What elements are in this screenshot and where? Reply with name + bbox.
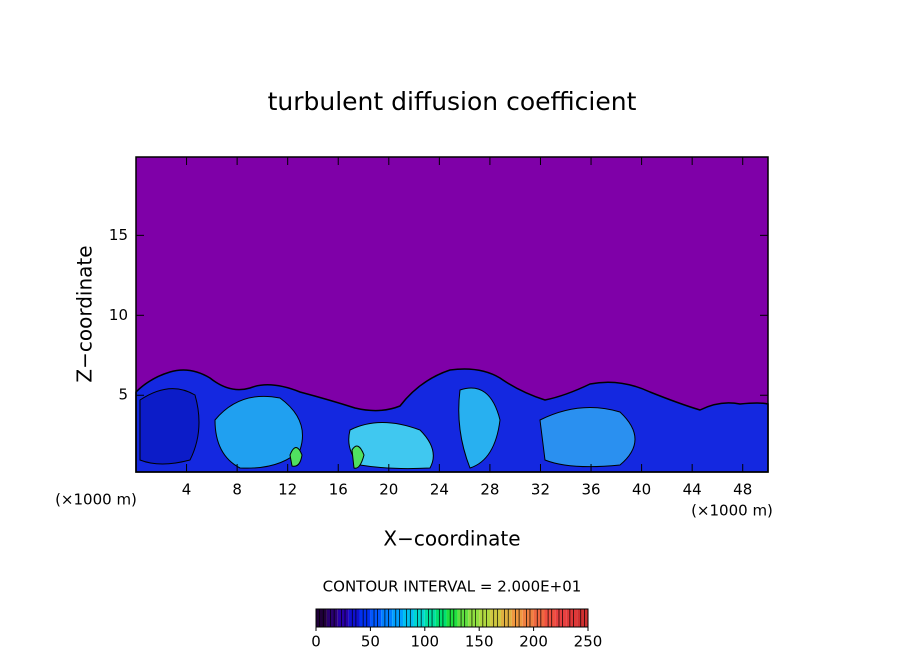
colorbar-tick-label: 200 <box>519 633 548 651</box>
x-tick-label: 16 <box>329 481 348 499</box>
colorbar-swatch <box>533 609 545 627</box>
colorbar-swatch <box>544 609 556 627</box>
colorbar-swatch <box>555 609 567 627</box>
field-region <box>289 445 365 469</box>
colorbar-swatch <box>522 609 534 627</box>
x-axis-label: X−coordinate <box>383 527 520 551</box>
x-tick-label: 4 <box>182 481 192 499</box>
chart-title: turbulent diffusion coefficient <box>268 87 637 116</box>
colorbar-swatch <box>490 609 501 627</box>
colorbar-tick-label: 250 <box>574 633 603 651</box>
colorbar-swatch <box>500 609 512 627</box>
x-tick-label: 20 <box>379 481 398 499</box>
colorbar-swatch <box>511 609 523 627</box>
x-unit-label: (×1000 m) <box>55 491 137 509</box>
colorbar-swatch <box>326 609 338 627</box>
x-tick-label: 24 <box>430 481 449 499</box>
x-tick-label: 28 <box>480 481 499 499</box>
colorbar-tick-label: 100 <box>410 633 439 651</box>
y-tick-label: 5 <box>118 386 128 404</box>
colorbar-swatch <box>566 609 578 627</box>
colorbar-swatch <box>370 609 382 627</box>
plot-frame <box>135 156 769 473</box>
colorbar-swatch <box>468 609 480 627</box>
colorbar-swatch <box>348 609 360 627</box>
y-axis-label: Z−coordinate <box>73 245 97 382</box>
x-tick-label: 40 <box>632 481 651 499</box>
colorbar-swatch <box>337 609 349 627</box>
field-region <box>139 388 200 465</box>
colorbar-swatch <box>446 609 458 627</box>
colorbar-swatch <box>359 609 371 627</box>
x-tick-label: 32 <box>531 481 550 499</box>
y-tick-label: 15 <box>109 226 128 244</box>
y-tick-label: 10 <box>109 306 128 324</box>
x-tick-label: 36 <box>581 481 600 499</box>
colorbar-frame <box>315 608 589 628</box>
x-tick-label: 8 <box>232 481 242 499</box>
contour-interval: CONTOUR INTERVAL = 2.000E+01 <box>323 578 582 596</box>
x-tick-label: 48 <box>733 481 752 499</box>
field-region <box>214 395 303 469</box>
colorbar-swatch <box>403 609 414 627</box>
colorbar-tick-label: 50 <box>361 633 380 651</box>
colorbar-tick-label: 0 <box>311 633 321 651</box>
colorbar-swatch <box>457 609 469 627</box>
x-unit-label: (×1000 m) <box>691 502 773 520</box>
colorbar-tick-label: 150 <box>465 633 494 651</box>
colorbar-swatch <box>316 609 327 627</box>
x-tick-label: 44 <box>683 481 702 499</box>
colorbar-swatch <box>413 609 425 627</box>
colorbar-swatch <box>479 609 491 627</box>
colorbar-swatch <box>435 609 447 627</box>
colorbar-swatch <box>577 609 588 627</box>
field-region <box>458 387 501 469</box>
x-tick-label: 12 <box>278 481 297 499</box>
field <box>135 157 769 473</box>
colorbar-swatch <box>392 609 404 627</box>
colorbar-swatch <box>381 609 393 627</box>
field-region <box>539 407 636 468</box>
colorbar-swatch <box>424 609 436 627</box>
